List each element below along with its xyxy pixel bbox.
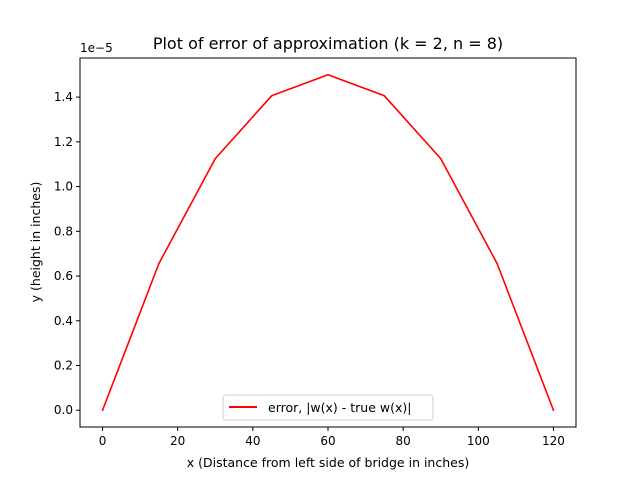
y-tick-label: 1.0 [54, 180, 73, 194]
chart-title: Plot of error of approximation (k = 2, n… [153, 34, 503, 53]
y-tick-label: 1.2 [54, 135, 73, 149]
data-point [270, 94, 273, 97]
y-tick-label: 0.8 [54, 224, 73, 238]
y-axis-offset-text: 1e−5 [80, 41, 113, 55]
x-axis-label: x (Distance from left side of bridge in … [187, 455, 469, 470]
x-tick-label: 120 [542, 434, 565, 448]
y-tick-label: 0.6 [54, 269, 73, 283]
data-point [101, 409, 104, 412]
x-tick-label: 0 [99, 434, 107, 448]
plot-series [101, 73, 555, 412]
y-axis-label: y (height in inches) [28, 182, 43, 303]
legend-box [222, 394, 434, 421]
data-point [327, 73, 329, 76]
plot-area-frame [79, 57, 577, 428]
data-point [496, 262, 498, 265]
x-tick-label: 100 [467, 434, 490, 448]
data-point [552, 409, 555, 412]
data-point [158, 262, 160, 265]
x-tick-label: 40 [245, 434, 260, 448]
data-point [439, 157, 442, 160]
y-tick-label: 0.4 [54, 314, 73, 328]
x-tick-label: 60 [320, 434, 335, 448]
x-axis-ticks: 0 20 40 60 80 100 120 [99, 427, 565, 448]
legend: error, |w(x) - true w(x)| [222, 394, 434, 421]
y-axis-ticks: 0.0 0.2 0.4 0.6 0.8 1.0 1.2 1.4 [54, 90, 80, 417]
data-point [383, 94, 386, 97]
y-tick-label: 0.2 [54, 359, 73, 373]
x-tick-label: 20 [170, 434, 185, 448]
x-tick-label: 80 [396, 434, 411, 448]
y-tick-label: 1.4 [54, 90, 73, 104]
y-tick-label: 0.0 [54, 403, 73, 417]
data-point [214, 157, 217, 160]
legend-label: error, |w(x) - true w(x)| [268, 400, 411, 415]
